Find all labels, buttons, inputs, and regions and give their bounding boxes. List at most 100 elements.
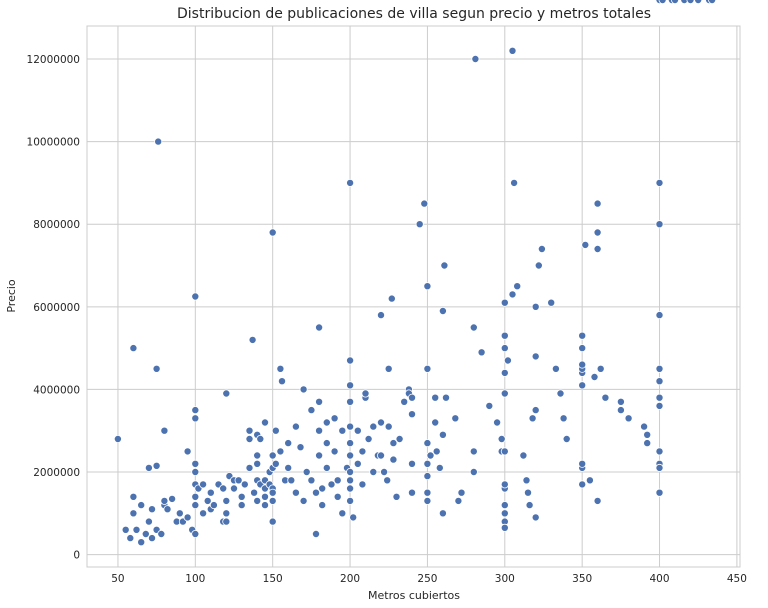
x-axis-ticks: 50 100 150 200 250 300 350 400 450 <box>111 573 747 585</box>
data-point <box>141 530 150 539</box>
data-point <box>694 0 703 4</box>
data-point <box>222 517 231 526</box>
data-point <box>519 451 528 460</box>
data-point <box>168 494 177 503</box>
data-point <box>485 401 494 410</box>
data-point <box>596 364 605 373</box>
data-point <box>358 447 367 456</box>
data-point <box>333 492 342 501</box>
data-point <box>346 467 355 476</box>
data-point <box>531 513 540 522</box>
data-point <box>284 439 293 448</box>
data-point <box>160 496 169 505</box>
data-point <box>315 451 324 460</box>
data-point <box>534 261 543 270</box>
data-point <box>346 451 355 460</box>
data-point <box>469 323 478 332</box>
y-tick-label: 8000000 <box>33 219 80 231</box>
data-point <box>296 443 305 452</box>
data-point <box>147 534 156 543</box>
data-point <box>423 364 432 373</box>
data-point <box>349 513 358 522</box>
data-point <box>346 439 355 448</box>
data-point <box>277 377 286 386</box>
data-point <box>500 501 509 510</box>
data-point <box>616 406 625 415</box>
data-point <box>353 459 362 468</box>
data-point <box>389 439 398 448</box>
data-point <box>191 530 200 539</box>
data-point <box>284 463 293 472</box>
data-point <box>655 401 664 410</box>
data-point <box>537 244 546 253</box>
data-point <box>469 467 478 476</box>
data-point <box>222 496 231 505</box>
data-point <box>260 492 269 501</box>
data-point <box>307 476 316 485</box>
data-point <box>291 422 300 431</box>
x-tick-label: 200 <box>340 573 360 585</box>
data-point <box>268 451 277 460</box>
data-point <box>245 434 254 443</box>
data-point <box>253 451 262 460</box>
data-point <box>493 418 502 427</box>
data-point <box>423 282 432 291</box>
data-point <box>237 492 246 501</box>
data-point <box>508 290 517 299</box>
data-point <box>581 240 590 249</box>
data-point <box>624 414 633 423</box>
data-point <box>423 439 432 448</box>
y-tick-label: 10000000 <box>27 137 80 149</box>
data-point <box>477 348 486 357</box>
data-point <box>346 496 355 505</box>
data-point <box>209 501 218 510</box>
data-point <box>497 434 506 443</box>
data-point <box>268 517 277 526</box>
data-point <box>708 0 717 4</box>
data-point <box>522 476 531 485</box>
data-point <box>471 55 480 64</box>
data-point <box>126 534 135 543</box>
data-point <box>593 496 602 505</box>
data-point <box>229 484 238 493</box>
data-point <box>457 488 466 497</box>
data-point <box>643 430 652 439</box>
data-point <box>152 461 161 470</box>
data-point <box>250 488 259 497</box>
data-point <box>655 447 664 456</box>
data-point <box>346 484 355 493</box>
data-point <box>500 509 509 518</box>
data-point <box>423 472 432 481</box>
data-point <box>346 397 355 406</box>
data-point <box>616 397 625 406</box>
data-point <box>129 492 138 501</box>
data-point <box>384 364 393 373</box>
data-point <box>132 525 141 534</box>
data-point <box>113 434 122 443</box>
data-point <box>585 476 594 485</box>
data-point <box>353 426 362 435</box>
data-point <box>358 480 367 489</box>
data-point <box>191 292 200 301</box>
data-point <box>500 480 509 489</box>
data-point <box>191 467 200 476</box>
data-point <box>438 430 447 439</box>
data-point <box>686 0 695 4</box>
data-point <box>191 406 200 415</box>
data-point <box>578 344 587 353</box>
data-point <box>562 434 571 443</box>
x-tick-label: 350 <box>572 573 592 585</box>
data-point <box>311 530 320 539</box>
data-point <box>431 418 440 427</box>
data-point <box>287 476 296 485</box>
data-point <box>578 381 587 390</box>
data-point <box>191 414 200 423</box>
x-tick-label: 150 <box>263 573 283 585</box>
chart-title: Distribucion de publicaciones de villa s… <box>177 6 651 22</box>
data-point <box>240 480 249 489</box>
data-point <box>500 331 509 340</box>
data-point <box>451 414 460 423</box>
data-point <box>361 389 370 398</box>
data-point <box>655 220 664 229</box>
y-tick-label: 6000000 <box>33 302 80 314</box>
